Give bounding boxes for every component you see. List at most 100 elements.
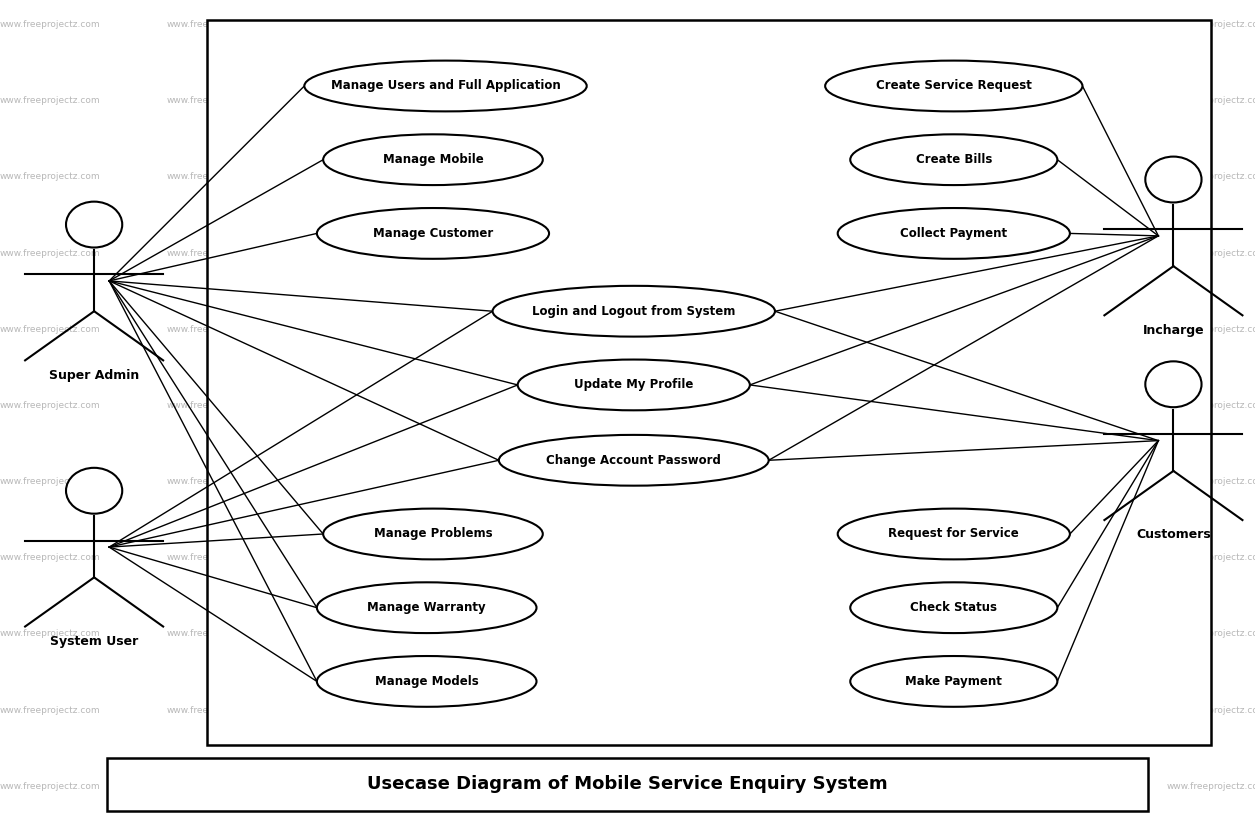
- Text: www.freeprojectz.com: www.freeprojectz.com: [167, 630, 267, 638]
- Text: Update My Profile: Update My Profile: [574, 378, 694, 391]
- Text: Manage Models: Manage Models: [375, 675, 478, 688]
- Text: www.freeprojectz.com: www.freeprojectz.com: [0, 401, 100, 410]
- Text: www.freeprojectz.com: www.freeprojectz.com: [833, 97, 934, 105]
- Text: www.freeprojectz.com: www.freeprojectz.com: [1167, 554, 1255, 562]
- Text: www.freeprojectz.com: www.freeprojectz.com: [0, 554, 100, 562]
- Text: www.freeprojectz.com: www.freeprojectz.com: [1167, 782, 1255, 790]
- Text: Manage Problems: Manage Problems: [374, 527, 492, 541]
- Ellipse shape: [826, 61, 1082, 111]
- Ellipse shape: [838, 509, 1069, 559]
- Text: www.freeprojectz.com: www.freeprojectz.com: [666, 706, 768, 714]
- Text: www.freeprojectz.com: www.freeprojectz.com: [499, 325, 601, 333]
- Text: www.freeprojectz.com: www.freeprojectz.com: [833, 20, 934, 29]
- Text: www.freeprojectz.com: www.freeprojectz.com: [334, 401, 434, 410]
- Ellipse shape: [67, 201, 122, 247]
- Text: www.freeprojectz.com: www.freeprojectz.com: [167, 325, 267, 333]
- Text: www.freeprojectz.com: www.freeprojectz.com: [1000, 249, 1101, 257]
- Text: Create Service Request: Create Service Request: [876, 79, 1032, 93]
- Text: www.freeprojectz.com: www.freeprojectz.com: [167, 401, 267, 410]
- Text: www.freeprojectz.com: www.freeprojectz.com: [1167, 706, 1255, 714]
- Text: www.freeprojectz.com: www.freeprojectz.com: [499, 782, 601, 790]
- Text: www.freeprojectz.com: www.freeprojectz.com: [499, 97, 601, 105]
- Text: www.freeprojectz.com: www.freeprojectz.com: [666, 477, 768, 486]
- Text: www.freeprojectz.com: www.freeprojectz.com: [0, 706, 100, 714]
- Text: www.freeprojectz.com: www.freeprojectz.com: [1167, 630, 1255, 638]
- Ellipse shape: [1146, 156, 1201, 202]
- Text: www.freeprojectz.com: www.freeprojectz.com: [1000, 782, 1101, 790]
- Text: www.freeprojectz.com: www.freeprojectz.com: [334, 477, 434, 486]
- Text: Collect Payment: Collect Payment: [900, 227, 1008, 240]
- Text: Usecase Diagram of Mobile Service Enquiry System: Usecase Diagram of Mobile Service Enquir…: [368, 776, 887, 793]
- Ellipse shape: [316, 208, 550, 259]
- Text: www.freeprojectz.com: www.freeprojectz.com: [499, 554, 601, 562]
- Text: www.freeprojectz.com: www.freeprojectz.com: [666, 249, 768, 257]
- Text: www.freeprojectz.com: www.freeprojectz.com: [833, 630, 934, 638]
- Text: www.freeprojectz.com: www.freeprojectz.com: [666, 20, 768, 29]
- Text: Make Payment: Make Payment: [905, 675, 1003, 688]
- Text: www.freeprojectz.com: www.freeprojectz.com: [334, 97, 434, 105]
- Text: www.freeprojectz.com: www.freeprojectz.com: [334, 782, 434, 790]
- Ellipse shape: [318, 582, 537, 633]
- Text: www.freeprojectz.com: www.freeprojectz.com: [0, 20, 100, 29]
- Text: www.freeprojectz.com: www.freeprojectz.com: [833, 249, 934, 257]
- Text: www.freeprojectz.com: www.freeprojectz.com: [167, 477, 267, 486]
- Text: www.freeprojectz.com: www.freeprojectz.com: [167, 249, 267, 257]
- Text: www.freeprojectz.com: www.freeprojectz.com: [499, 173, 601, 181]
- Text: www.freeprojectz.com: www.freeprojectz.com: [833, 706, 934, 714]
- Ellipse shape: [498, 435, 768, 486]
- Text: www.freeprojectz.com: www.freeprojectz.com: [1167, 477, 1255, 486]
- FancyBboxPatch shape: [107, 758, 1148, 811]
- Ellipse shape: [324, 509, 542, 559]
- Text: www.freeprojectz.com: www.freeprojectz.com: [499, 706, 601, 714]
- Text: www.freeprojectz.com: www.freeprojectz.com: [666, 401, 768, 410]
- Text: Request for Service: Request for Service: [889, 527, 1019, 541]
- Text: Incharge: Incharge: [1142, 324, 1205, 337]
- Text: Super Admin: Super Admin: [49, 369, 139, 382]
- Text: www.freeprojectz.com: www.freeprojectz.com: [0, 173, 100, 181]
- Text: www.freeprojectz.com: www.freeprojectz.com: [334, 630, 434, 638]
- Text: www.freeprojectz.com: www.freeprojectz.com: [167, 554, 267, 562]
- Ellipse shape: [318, 656, 537, 707]
- Text: Manage Mobile: Manage Mobile: [383, 153, 483, 166]
- Text: www.freeprojectz.com: www.freeprojectz.com: [833, 325, 934, 333]
- Ellipse shape: [850, 582, 1057, 633]
- Text: www.freeprojectz.com: www.freeprojectz.com: [0, 477, 100, 486]
- Text: www.freeprojectz.com: www.freeprojectz.com: [334, 20, 434, 29]
- Ellipse shape: [492, 286, 776, 337]
- Text: www.freeprojectz.com: www.freeprojectz.com: [0, 782, 100, 790]
- Text: www.freeprojectz.com: www.freeprojectz.com: [334, 554, 434, 562]
- Ellipse shape: [850, 134, 1057, 185]
- Text: www.freeprojectz.com: www.freeprojectz.com: [833, 401, 934, 410]
- Text: www.freeprojectz.com: www.freeprojectz.com: [0, 97, 100, 105]
- Text: www.freeprojectz.com: www.freeprojectz.com: [499, 630, 601, 638]
- Text: Change Account Password: Change Account Password: [546, 454, 722, 467]
- Text: www.freeprojectz.com: www.freeprojectz.com: [167, 706, 267, 714]
- Text: www.freeprojectz.com: www.freeprojectz.com: [499, 477, 601, 486]
- Text: www.freeprojectz.com: www.freeprojectz.com: [1167, 325, 1255, 333]
- Text: www.freeprojectz.com: www.freeprojectz.com: [499, 20, 601, 29]
- Text: Manage Customer: Manage Customer: [373, 227, 493, 240]
- Text: www.freeprojectz.com: www.freeprojectz.com: [334, 249, 434, 257]
- Text: www.freeprojectz.com: www.freeprojectz.com: [499, 401, 601, 410]
- Text: www.freeprojectz.com: www.freeprojectz.com: [167, 173, 267, 181]
- Text: www.freeprojectz.com: www.freeprojectz.com: [666, 554, 768, 562]
- Text: www.freeprojectz.com: www.freeprojectz.com: [1000, 401, 1101, 410]
- Ellipse shape: [1146, 361, 1201, 407]
- Text: www.freeprojectz.com: www.freeprojectz.com: [1000, 554, 1101, 562]
- Text: www.freeprojectz.com: www.freeprojectz.com: [1000, 325, 1101, 333]
- Text: www.freeprojectz.com: www.freeprojectz.com: [0, 325, 100, 333]
- Text: www.freeprojectz.com: www.freeprojectz.com: [167, 782, 267, 790]
- Text: www.freeprojectz.com: www.freeprojectz.com: [499, 249, 601, 257]
- Text: www.freeprojectz.com: www.freeprojectz.com: [167, 97, 267, 105]
- Text: www.freeprojectz.com: www.freeprojectz.com: [1000, 97, 1101, 105]
- Text: Check Status: Check Status: [910, 601, 998, 614]
- Text: www.freeprojectz.com: www.freeprojectz.com: [0, 630, 100, 638]
- Text: www.freeprojectz.com: www.freeprojectz.com: [1167, 97, 1255, 105]
- Text: www.freeprojectz.com: www.freeprojectz.com: [666, 97, 768, 105]
- Text: Manage Users and Full Application: Manage Users and Full Application: [330, 79, 561, 93]
- Text: www.freeprojectz.com: www.freeprojectz.com: [1167, 401, 1255, 410]
- FancyBboxPatch shape: [207, 20, 1211, 745]
- Text: System User: System User: [50, 635, 138, 648]
- Text: www.freeprojectz.com: www.freeprojectz.com: [833, 554, 934, 562]
- Text: Manage Warranty: Manage Warranty: [368, 601, 486, 614]
